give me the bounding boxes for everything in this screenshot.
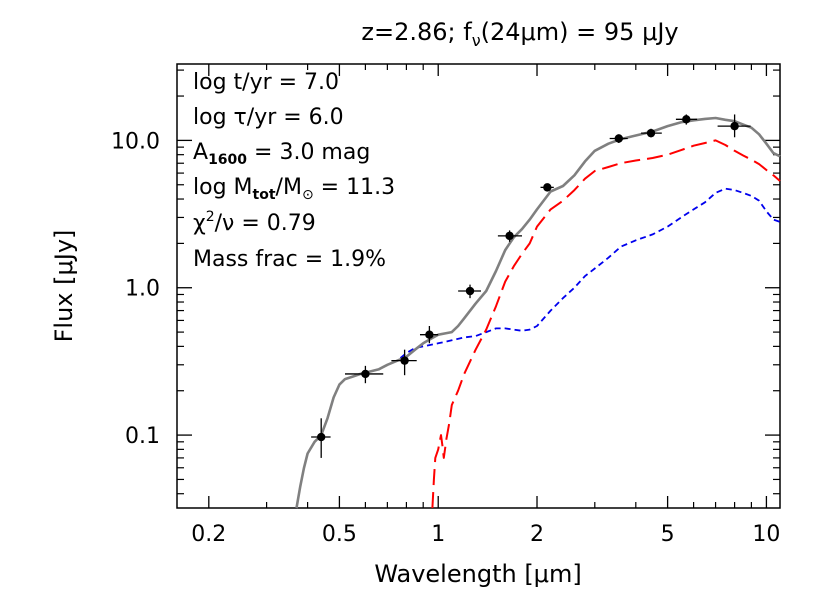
data-point-marker xyxy=(361,369,370,379)
data-points-layer xyxy=(311,114,751,458)
data-point xyxy=(497,230,522,242)
data-point xyxy=(311,418,331,458)
data-point xyxy=(609,134,628,144)
data-point-marker xyxy=(465,286,475,296)
x-tick-label: 2 xyxy=(530,522,544,547)
annotation-log-t: log t/yr = 7.0 xyxy=(193,70,339,95)
data-point xyxy=(641,128,662,138)
data-point-marker xyxy=(425,330,434,339)
data-point-marker xyxy=(543,183,552,192)
y-tick-label: 10.0 xyxy=(111,129,160,154)
x-tick-label: 5 xyxy=(661,522,675,547)
data-point xyxy=(675,114,698,125)
data-point xyxy=(717,114,751,138)
data-point-marker xyxy=(400,356,409,365)
data-point-marker xyxy=(730,121,739,131)
data-point xyxy=(345,365,384,384)
annotation-mass-frac: Mass frac = 1.9% xyxy=(193,247,386,272)
chart-title: z=2.86; fν(24μm) = 95 μJy xyxy=(361,18,678,50)
axis-ticks: 0.2 0.5 1 2 5 10 0.1 1.0 10.0 xyxy=(111,64,780,547)
series-line-solid xyxy=(295,116,781,509)
data-point xyxy=(391,349,417,376)
y-tick-label: 0.1 xyxy=(125,424,160,449)
series-line-long-dash xyxy=(431,139,781,509)
data-point xyxy=(540,183,554,192)
data-point xyxy=(419,325,439,344)
data-point-marker xyxy=(682,115,691,124)
series-layer xyxy=(295,116,781,509)
data-point-marker xyxy=(646,128,656,138)
x-axis-label: Wavelength [μm] xyxy=(374,560,581,588)
data-point-marker xyxy=(614,134,623,143)
y-axis-label: Flux [μJy] xyxy=(50,230,78,343)
data-point-marker xyxy=(316,432,326,442)
x-tick-label: 1 xyxy=(431,522,445,547)
x-tick-label: 10 xyxy=(752,522,780,547)
annotation-log-tau: log τ/yr = 6.0 xyxy=(193,105,344,130)
fit-annotations: log t/yr = 7.0 log τ/yr = 6.0 A1600 = 3.… xyxy=(193,70,395,272)
annotation-log-mass: log Mtot/M⊙ = 11.3 xyxy=(193,175,395,203)
data-point-marker xyxy=(505,231,514,241)
x-tick-label: 0.2 xyxy=(191,522,226,547)
plot-frame xyxy=(176,63,781,509)
data-point xyxy=(458,284,481,299)
series-line-dash xyxy=(295,187,781,509)
x-tick-label: 0.5 xyxy=(322,522,357,547)
annotation-a1600: A1600 = 3.0 mag xyxy=(193,140,370,168)
y-tick-label: 1.0 xyxy=(125,277,160,302)
annotation-chi2: χ2/ν = 0.79 xyxy=(193,209,316,236)
